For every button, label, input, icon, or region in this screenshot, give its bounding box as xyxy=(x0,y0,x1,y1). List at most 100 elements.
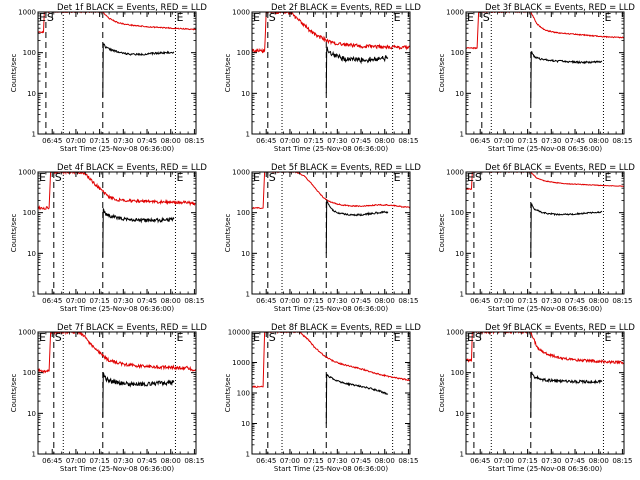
x-tick-label: 08:00 xyxy=(161,457,181,465)
flare-start-marker-s: S xyxy=(269,331,276,344)
panel-title: Det 5f BLACK = Events, RED = LLD xyxy=(271,163,421,173)
start-edge-marker-e: E xyxy=(39,171,46,184)
x-tick-label: 07:15 xyxy=(304,457,324,465)
y-tick-label: 1000 xyxy=(446,9,464,17)
flare-end-marker-e: E xyxy=(604,171,611,184)
x-tick-label: 07:45 xyxy=(351,297,371,305)
panel-det-6f: Det 6f BLACK = Events, RED = LLD 1 10 100 10… xyxy=(438,163,635,313)
y-tick-label: 10 xyxy=(241,420,250,428)
x-tick-label: 07:45 xyxy=(565,457,585,465)
x-tick-label: 08:00 xyxy=(161,297,181,305)
plot-frame xyxy=(37,11,197,135)
y-axis-label: Counts/sec xyxy=(224,374,232,413)
series-lld-line xyxy=(252,172,410,210)
panel-det-3f: Det 3f BLACK = Events, RED = LLD 1 10 100 10… xyxy=(438,3,635,153)
panel-title: Det 4f BLACK = Events, RED = LLD xyxy=(57,163,207,173)
y-tick-label: 100 xyxy=(237,209,250,217)
x-tick-label: 08:15 xyxy=(398,457,418,465)
x-tick-label: 06:45 xyxy=(256,137,276,145)
flare-start-marker-s: S xyxy=(269,11,276,24)
x-axis-label: Start Time (25-Nov-08 06:36:00) xyxy=(488,145,602,153)
y-axis-label: Counts/sec xyxy=(438,374,446,413)
y-tick-label: 10000 xyxy=(228,329,250,337)
x-tick-label: 07:30 xyxy=(113,297,133,305)
x-tick-label: 07:15 xyxy=(304,297,324,305)
flare-start-marker-s: S xyxy=(475,331,482,344)
flare-end-marker-e: E xyxy=(176,171,183,184)
x-axis-label: Start Time (25-Nov-08 06:36:00) xyxy=(60,465,174,473)
flare-start-marker-s: S xyxy=(269,171,276,184)
series-lld-line xyxy=(38,172,196,211)
y-tick-label: 100 xyxy=(237,49,250,57)
y-tick-label: 100 xyxy=(451,369,464,377)
y-tick-label: 1000 xyxy=(232,169,250,177)
series-events-line xyxy=(530,202,603,258)
x-axis-label: Start Time (25-Nov-08 06:36:00) xyxy=(60,305,174,313)
flare-end-marker-e: E xyxy=(176,11,183,24)
y-tick-label: 100 xyxy=(451,49,464,57)
x-tick-label: 07:45 xyxy=(137,297,157,305)
flare-start-marker-s: S xyxy=(55,171,62,184)
y-tick-label: 1 xyxy=(460,291,464,299)
y-tick-label: 1 xyxy=(246,131,250,139)
start-edge-marker-e: E xyxy=(467,171,474,184)
x-tick-label: 08:15 xyxy=(184,457,204,465)
plot-frame xyxy=(37,331,197,455)
panel-title: Det 6f BLACK = Events, RED = LLD xyxy=(485,163,635,173)
y-tick-label: 1 xyxy=(32,451,36,459)
x-tick-label: 06:45 xyxy=(42,297,62,305)
y-tick-label: 10 xyxy=(455,250,464,258)
x-tick-label: 06:45 xyxy=(42,457,62,465)
flare-end-marker-e: E xyxy=(394,331,401,344)
x-tick-label: 08:15 xyxy=(184,297,204,305)
x-tick-label: 07:45 xyxy=(137,137,157,145)
x-tick-label: 07:30 xyxy=(541,457,561,465)
y-tick-label: 1000 xyxy=(446,169,464,177)
panel-det-5f: Det 5f BLACK = Events, RED = LLD 1 10 100 10… xyxy=(224,163,421,313)
flare-start-marker-s: S xyxy=(55,331,62,344)
flare-end-marker-e: E xyxy=(394,171,401,184)
x-tick-label: 08:00 xyxy=(375,137,395,145)
panel-det-4f: Det 4f BLACK = Events, RED = LLD 1 10 100 10… xyxy=(10,163,207,313)
x-tick-label: 07:15 xyxy=(90,457,110,465)
y-tick-label: 1000 xyxy=(18,329,36,337)
y-tick-label: 100 xyxy=(23,369,36,377)
y-tick-label: 100 xyxy=(23,49,36,57)
x-tick-label: 07:30 xyxy=(327,297,347,305)
plot-frame xyxy=(251,11,411,135)
panel-title: Det 7f BLACK = Events, RED = LLD xyxy=(57,323,207,333)
start-edge-marker-e: E xyxy=(39,11,46,24)
x-tick-label: 07:00 xyxy=(280,297,300,305)
y-tick-label: 1 xyxy=(460,451,464,459)
x-tick-label: 08:00 xyxy=(375,457,395,465)
x-tick-label: 07:00 xyxy=(280,137,300,145)
x-tick-label: 08:15 xyxy=(398,297,418,305)
y-tick-label: 1 xyxy=(246,451,250,459)
x-tick-label: 08:00 xyxy=(589,457,609,465)
x-tick-label: 06:45 xyxy=(42,137,62,145)
series-events-line xyxy=(325,373,389,424)
x-tick-label: 07:30 xyxy=(327,457,347,465)
flare-end-marker-e: E xyxy=(176,331,183,344)
flare-start-marker-s: S xyxy=(475,171,482,184)
plot-frame xyxy=(465,331,625,455)
y-axis-label: Counts/sec xyxy=(10,374,18,413)
y-tick-label: 1 xyxy=(32,291,36,299)
x-tick-label: 07:00 xyxy=(66,457,86,465)
start-edge-marker-e: E xyxy=(253,331,260,344)
x-tick-label: 07:15 xyxy=(304,137,324,145)
y-tick-label: 100 xyxy=(237,390,250,398)
x-tick-label: 07:15 xyxy=(518,457,538,465)
x-tick-label: 07:45 xyxy=(565,297,585,305)
plot-frame xyxy=(251,171,411,295)
series-lld-line xyxy=(466,332,624,365)
series-events-line xyxy=(325,46,389,94)
x-tick-label: 08:15 xyxy=(612,457,632,465)
y-tick-label: 1000 xyxy=(18,9,36,17)
y-tick-label: 10 xyxy=(241,250,250,258)
y-tick-label: 1000 xyxy=(446,329,464,337)
x-axis-label: Start Time (25-Nov-08 06:36:00) xyxy=(274,465,388,473)
y-tick-label: 10 xyxy=(455,410,464,418)
panel-title: Det 1f BLACK = Events, RED = LLD xyxy=(57,3,207,13)
